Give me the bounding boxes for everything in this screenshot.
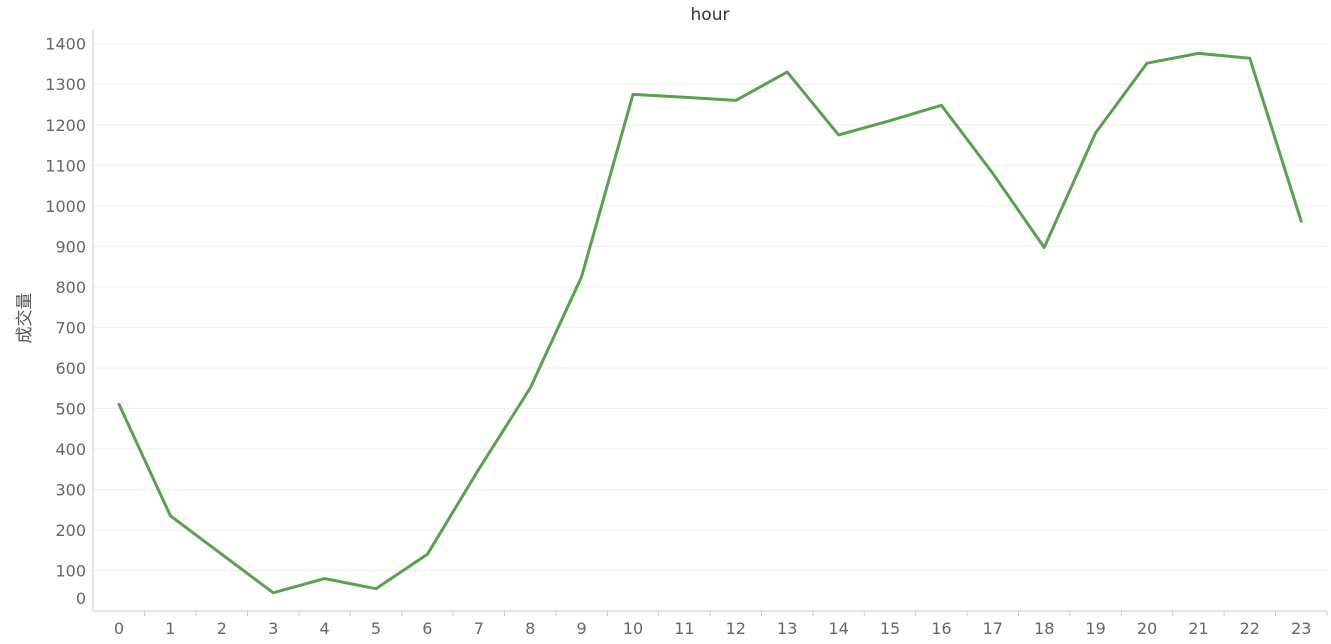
- y-axis-label: 成交量: [15, 293, 35, 344]
- y-tick-label: 0: [76, 589, 86, 608]
- series-layer: [117, 51, 1303, 595]
- y-tick-label: 1300: [45, 75, 86, 94]
- y-tick-label: 300: [55, 480, 86, 499]
- series-line: [117, 51, 1303, 595]
- x-tick-label: 17: [983, 619, 1003, 638]
- y-tick-label: 800: [55, 278, 86, 297]
- x-tick-label: 20: [1137, 619, 1157, 638]
- x-tick-label: 23: [1291, 619, 1311, 638]
- y-tick-label: 700: [55, 318, 86, 337]
- y-tick-label: 200: [55, 521, 86, 540]
- x-tick-label: 3: [268, 619, 278, 638]
- x-tick-label: 11: [674, 619, 694, 638]
- x-tick-label: 12: [726, 619, 746, 638]
- x-tick-label: 9: [577, 619, 587, 638]
- x-tick-label: 8: [525, 619, 535, 638]
- y-tick-label: 500: [55, 399, 86, 418]
- x-tick-label: 1: [165, 619, 175, 638]
- x-tick-label: 10: [623, 619, 643, 638]
- x-tick-label: 22: [1240, 619, 1260, 638]
- y-tick-label: 1000: [45, 197, 86, 216]
- chart-title: hour: [691, 5, 730, 25]
- y-tick-label: 100: [55, 561, 86, 580]
- x-tick-label: 16: [931, 619, 951, 638]
- gridlines: [93, 43, 1327, 571]
- y-tick-label: 1100: [45, 156, 86, 175]
- x-tick-label: 15: [880, 619, 900, 638]
- y-tick-label: 1400: [45, 35, 86, 54]
- x-tick-label: 19: [1085, 619, 1105, 638]
- x-tick-labels: 0 1 2 3 4 5 6 7 8 9 10 11 12 13 14 15 16 17 18 19 20 21 22 23: [114, 619, 1311, 638]
- x-tick-label: 2: [217, 619, 227, 638]
- x-tick-label: 21: [1188, 619, 1208, 638]
- x-tick-label: 13: [777, 619, 797, 638]
- y-tick-label: 600: [55, 359, 86, 378]
- y-tick-label: 1200: [45, 116, 86, 135]
- x-tick-label: 4: [320, 619, 330, 638]
- x-tick-label: 6: [422, 619, 432, 638]
- x-tick-label: 7: [474, 619, 484, 638]
- x-tick-label: 18: [1034, 619, 1054, 638]
- x-tick-label: 14: [828, 619, 848, 638]
- y-tick-labels: 0 100 200 300 400 500 600 700 800 900 1000 1100 1200…: [45, 35, 86, 608]
- axes: [92, 30, 1328, 616]
- x-tick-label: 0: [114, 619, 124, 638]
- y-tick-label: 400: [55, 440, 86, 459]
- x-tick-label: 5: [371, 619, 381, 638]
- y-tick-label: 900: [55, 237, 86, 256]
